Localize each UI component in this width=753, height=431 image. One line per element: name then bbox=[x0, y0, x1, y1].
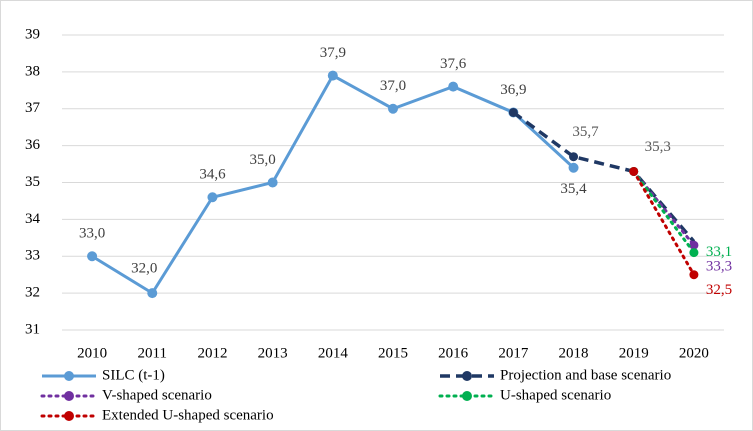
legend-label: Extended U-shaped scenario bbox=[102, 407, 274, 423]
y-tick-label: 32 bbox=[25, 285, 40, 301]
data-label: 35,7 bbox=[572, 124, 599, 140]
x-tick-label: 2013 bbox=[258, 345, 288, 361]
x-tick-label: 2011 bbox=[138, 345, 167, 361]
y-tick-label: 33 bbox=[25, 248, 40, 264]
x-tick-label: 2010 bbox=[77, 345, 107, 361]
point-marker bbox=[689, 240, 699, 250]
legend-marker bbox=[64, 391, 74, 401]
y-tick-label: 31 bbox=[25, 321, 40, 337]
y-tick-label: 38 bbox=[25, 63, 40, 79]
y-tick-label: 35 bbox=[25, 174, 40, 190]
data-label: 36,9 bbox=[500, 82, 526, 98]
point-marker bbox=[267, 177, 278, 188]
legend-label: SILC (t-1) bbox=[102, 367, 165, 383]
y-tick-label: 36 bbox=[25, 137, 41, 153]
point-marker bbox=[448, 81, 459, 92]
x-tick-label: 2017 bbox=[498, 345, 529, 361]
data-label: 37,9 bbox=[320, 45, 346, 61]
legend-label: U-shaped scenario bbox=[500, 387, 611, 403]
data-label: 35,3 bbox=[645, 139, 671, 155]
x-tick-label: 2016 bbox=[438, 345, 469, 361]
data-label: 33,3 bbox=[706, 259, 732, 275]
x-tick-label: 2019 bbox=[619, 345, 649, 361]
y-tick-label: 34 bbox=[25, 211, 41, 227]
data-label: 32,0 bbox=[131, 261, 157, 277]
y-tick-label: 37 bbox=[25, 100, 41, 116]
data-label: 34,6 bbox=[199, 167, 226, 183]
point-marker bbox=[207, 192, 218, 203]
data-label: 37,6 bbox=[440, 56, 467, 72]
legend-marker bbox=[462, 391, 472, 401]
x-tick-label: 2015 bbox=[378, 345, 408, 361]
legend-label: V-shaped scenario bbox=[102, 387, 212, 403]
y-tick-label: 39 bbox=[25, 26, 40, 42]
x-tick-label: 2018 bbox=[559, 345, 589, 361]
point-marker bbox=[568, 162, 579, 173]
point-marker bbox=[689, 270, 699, 280]
point-marker bbox=[388, 103, 398, 114]
data-label: 37,0 bbox=[380, 78, 406, 94]
data-label: 33,1 bbox=[706, 244, 732, 260]
point-marker bbox=[689, 248, 699, 258]
x-tick-label: 2014 bbox=[318, 345, 349, 361]
series-line bbox=[632, 169, 696, 255]
data-label: 32,5 bbox=[706, 282, 732, 298]
series-line bbox=[632, 169, 696, 277]
x-tick-label: 2012 bbox=[197, 345, 227, 361]
point-marker bbox=[87, 251, 98, 262]
series-line bbox=[512, 111, 696, 243]
x-tick-label: 2020 bbox=[679, 345, 709, 361]
point-marker bbox=[327, 70, 338, 81]
legend-label: Projection and base scenario bbox=[500, 367, 671, 383]
legend-marker bbox=[462, 371, 472, 381]
data-label: 35,0 bbox=[250, 152, 276, 168]
point-marker bbox=[147, 288, 158, 299]
legend-marker bbox=[64, 411, 74, 421]
point-marker bbox=[569, 152, 579, 162]
point-marker bbox=[629, 166, 639, 176]
legend-marker bbox=[64, 371, 74, 381]
point-marker bbox=[508, 107, 518, 117]
data-label: 35,4 bbox=[560, 181, 587, 197]
data-label: 33,0 bbox=[79, 226, 105, 242]
